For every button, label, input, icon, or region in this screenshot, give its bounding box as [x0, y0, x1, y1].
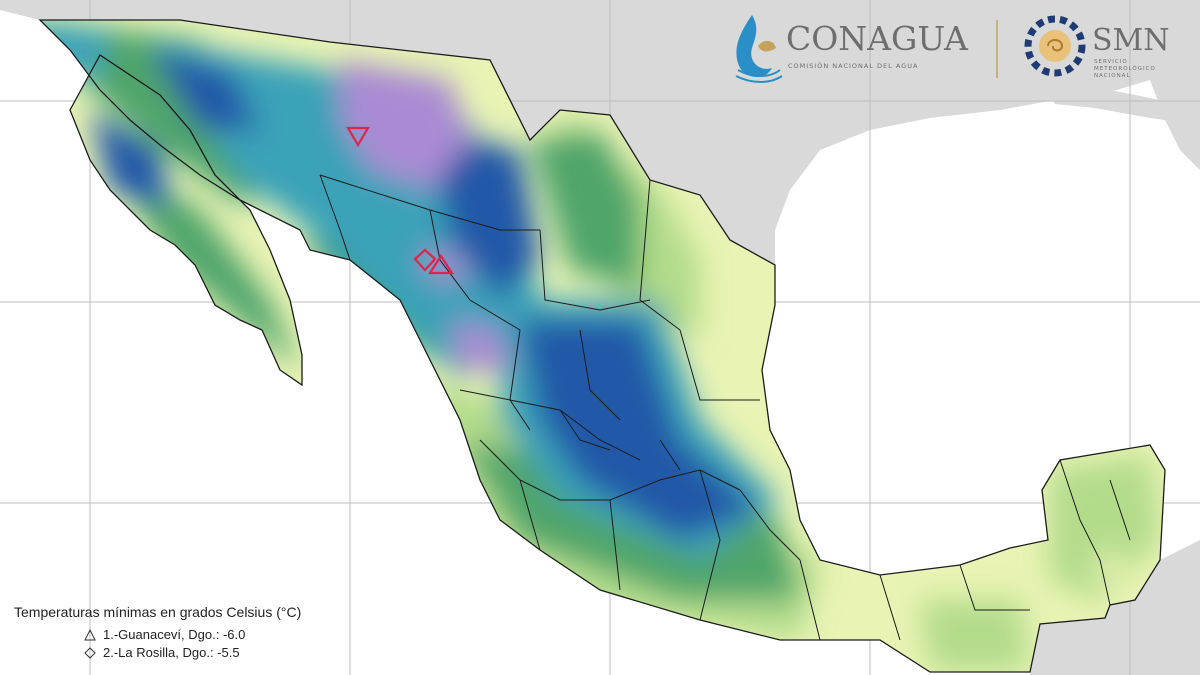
triangle-icon [84, 628, 96, 640]
legend-title: Temperaturas mínimas en grados Celsius (… [14, 604, 302, 620]
marker-diamond-icon [413, 248, 437, 272]
diamond-icon [84, 646, 96, 659]
marker-triangle-down-icon [346, 126, 370, 148]
legend-item-label: 1.-Guanaceví, Dgo.: -6.0 [103, 627, 246, 642]
legend: Temperaturas mínimas en grados Celsius (… [14, 604, 434, 660]
service-name: SMN [1092, 23, 1170, 58]
conagua-logo: CONAGUA COMISIÓN NACIONAL DEL AGUA [735, 15, 969, 83]
central-america-land [1030, 540, 1200, 675]
mexico-outline [38, 19, 1166, 673]
smn-logo: SMN SERVICIO METEOROLÓGICO NACIONAL [1024, 15, 1170, 79]
station-markers [346, 126, 455, 275]
marker-triangle-icon [427, 253, 455, 275]
service-subtitle-1: SERVICIO [1094, 59, 1128, 65]
agency-subtitle: COMISIÓN NACIONAL DEL AGUA [788, 61, 918, 70]
usa-land [0, 0, 1200, 265]
agency-name: CONAGUA [786, 19, 969, 58]
cuba-land [1050, 90, 1200, 125]
state-borders [319, 174, 1131, 641]
service-subtitle-2: METEOROLÓGICO [1094, 65, 1156, 72]
legend-item-guanacevi: 1.-Guanaceví, Dgo.: -6.0 [84, 627, 434, 642]
service-subtitle-3: NACIONAL [1094, 73, 1131, 79]
water-drop-icon [735, 15, 783, 83]
legend-item-label: 2.-La Rosilla, Dgo.: -5.5 [103, 645, 240, 660]
legend-item-la-rosilla: 2.-La Rosilla, Dgo.: -5.5 [84, 645, 434, 660]
sun-spiral-icon [1024, 15, 1086, 77]
